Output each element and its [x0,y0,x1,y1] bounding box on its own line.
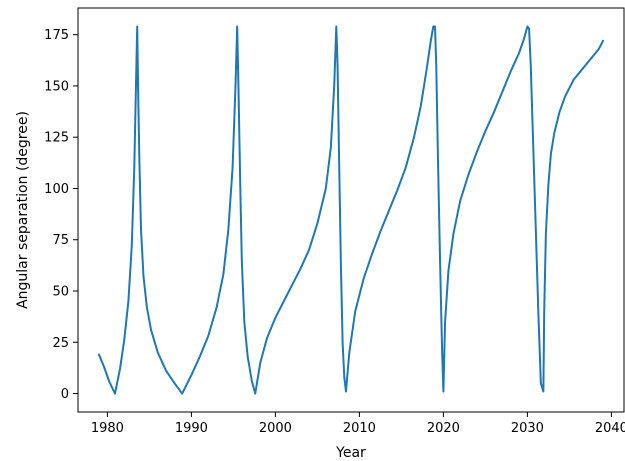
y-tick-label-100: 100 [44,182,69,197]
y-axis-label: Angular separation (degree) [15,111,31,309]
x-tick-label-1980: 1980 [91,421,124,436]
y-tick-label-25: 25 [52,336,69,351]
y-tick-label-50: 50 [52,285,69,300]
axes: 1980 1990 2000 2010 2020 2030 2040 0 25 50 75 100 12… [44,7,625,436]
plot-area [98,25,604,395]
x-tick-label-2030: 2030 [511,421,544,436]
axes-frame [77,7,625,413]
x-tick-label-2040: 2040 [595,421,625,436]
y-tick-label-75: 75 [52,233,69,248]
y-tick-label-150: 150 [44,79,69,94]
x-tick-label-2000: 2000 [259,421,292,436]
x-tick-label-2020: 2020 [427,421,460,436]
y-tick-label-175: 175 [44,28,69,43]
y-tick-label-0: 0 [61,387,69,402]
y-tick-label-125: 125 [44,131,69,146]
x-axis-label: Year [335,445,366,461]
series-line-0 [98,25,604,395]
x-tick-label-2010: 2010 [343,421,376,436]
x-tick-label-1990: 1990 [175,421,208,436]
